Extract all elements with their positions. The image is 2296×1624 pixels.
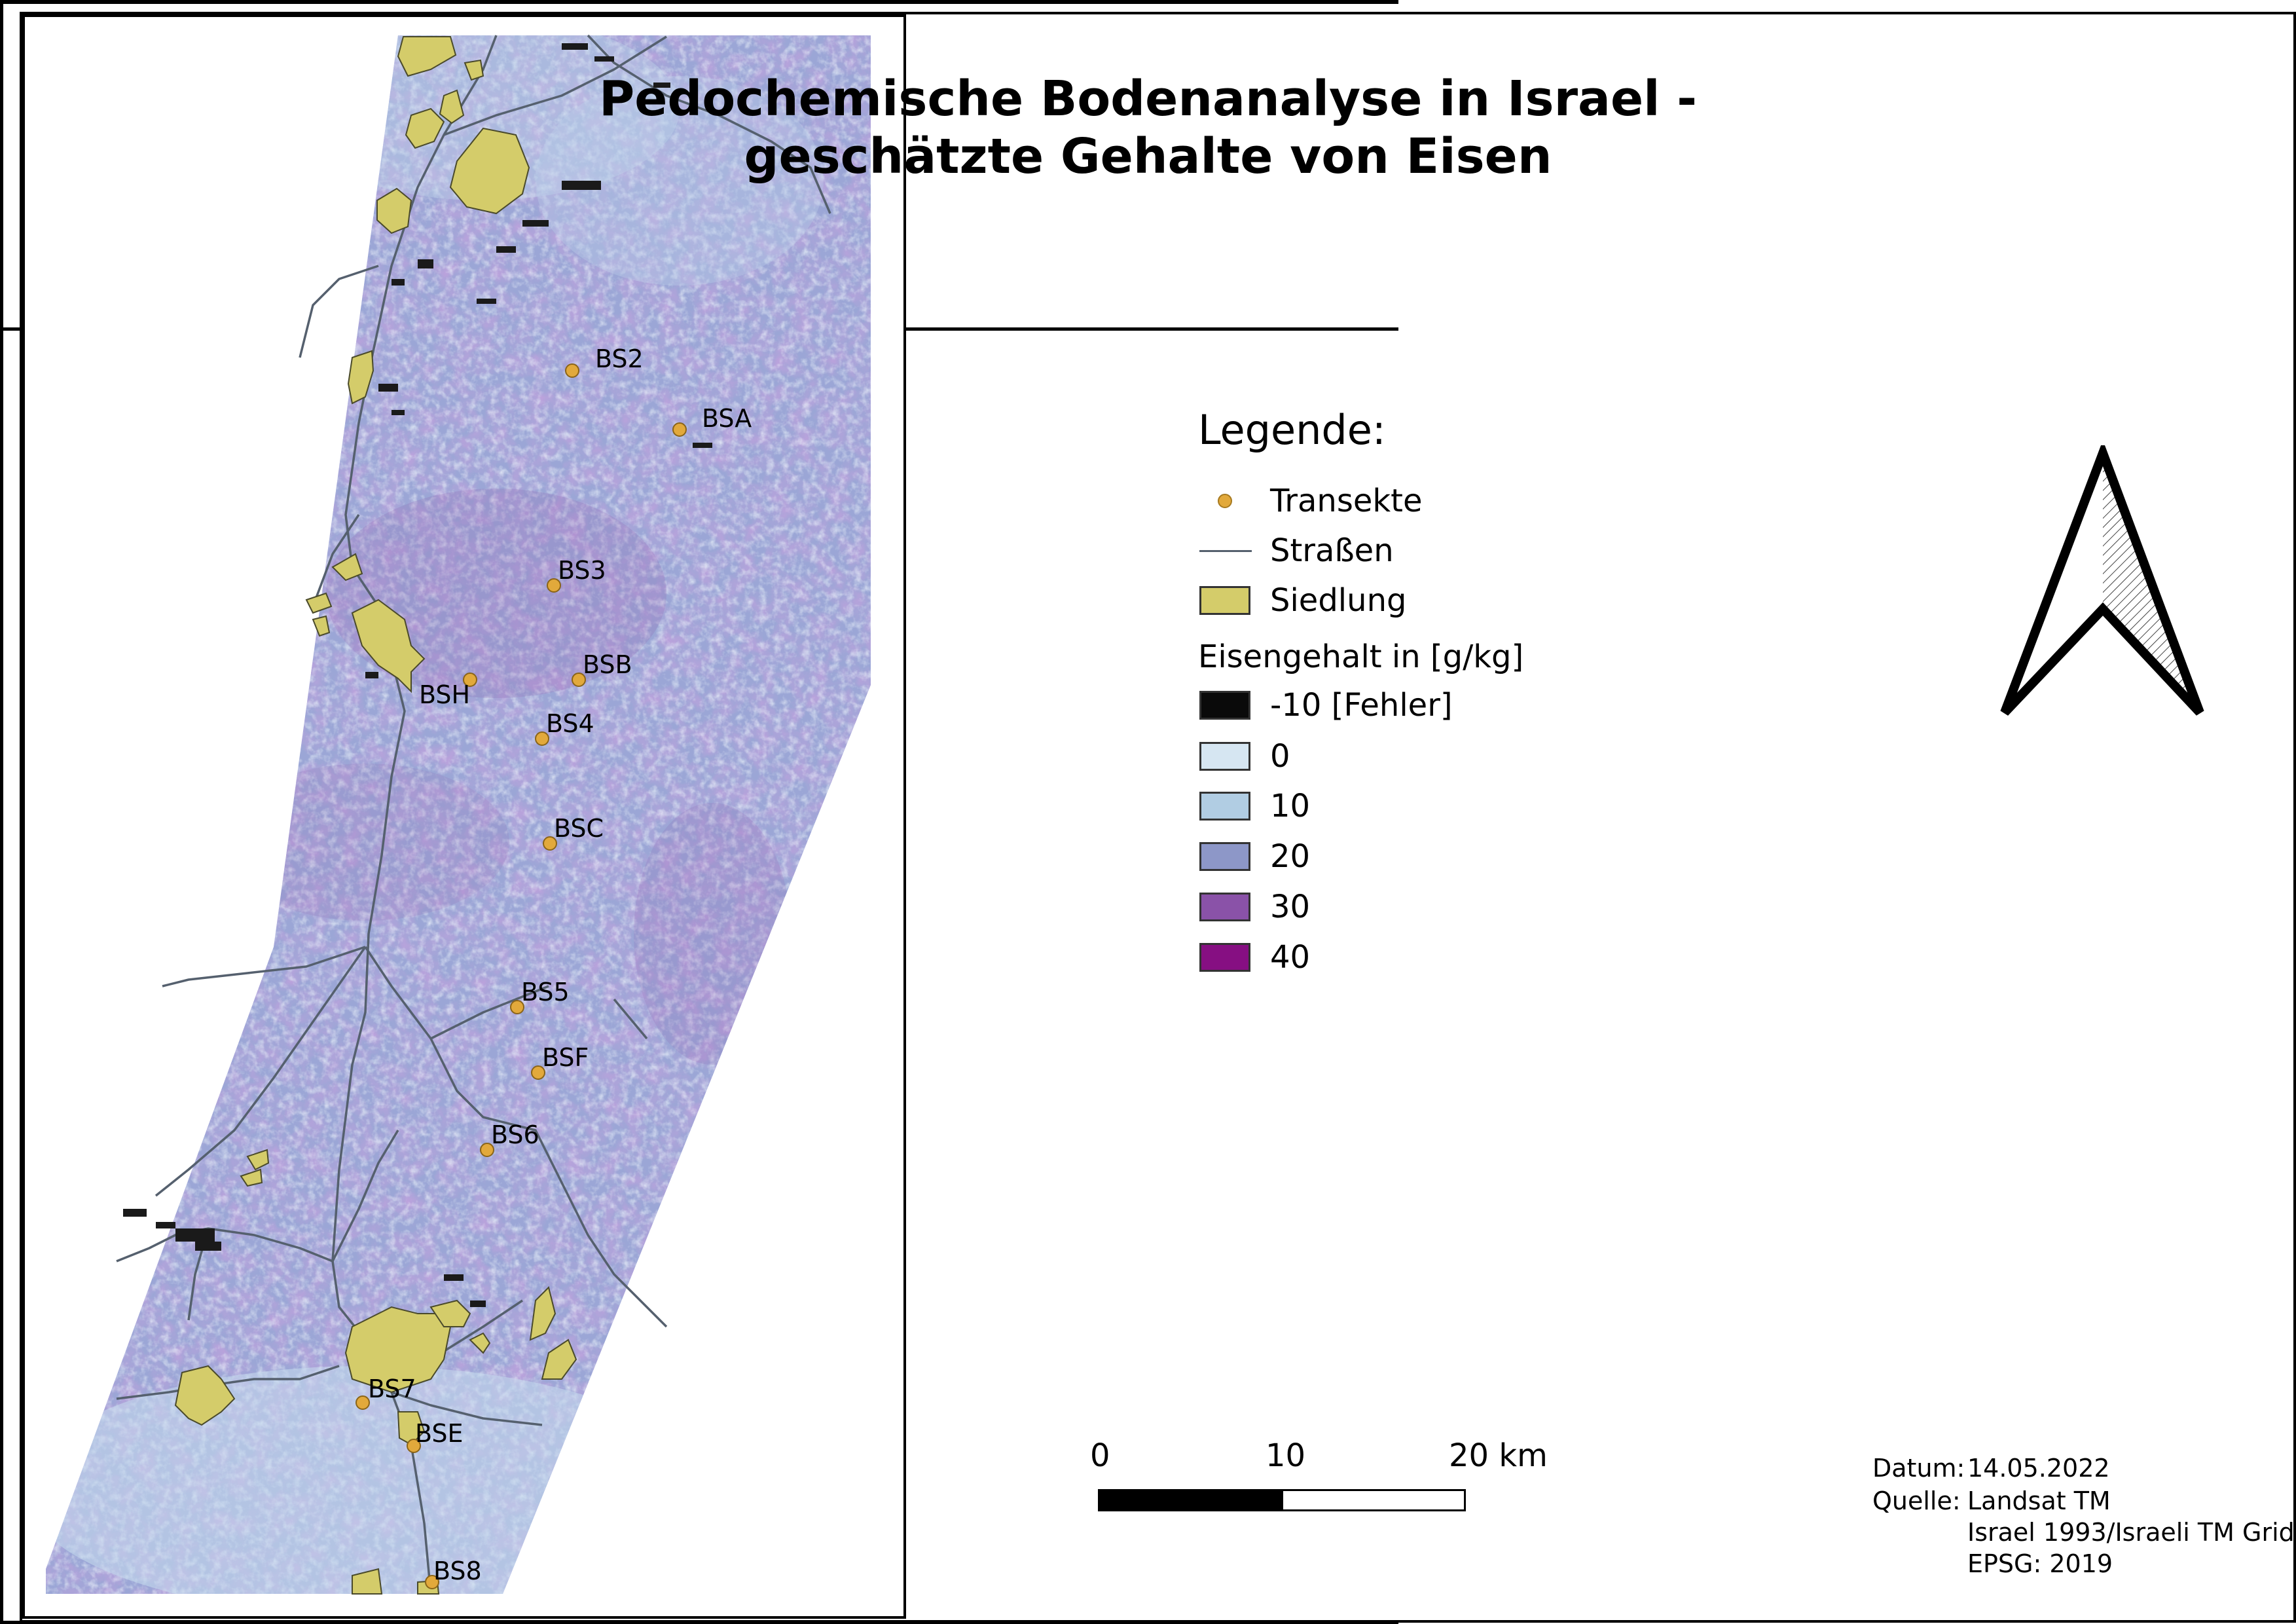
- scale-label-20: 20 km: [1449, 1437, 1548, 1474]
- transect-point[interactable]: [572, 673, 586, 687]
- settlement-polygon-icon: [1199, 586, 1250, 615]
- transect-point[interactable]: [355, 1395, 370, 1410]
- layout-frame: [20, 12, 2296, 1623]
- transect-point[interactable]: [407, 1439, 421, 1453]
- source-line-3: EPSG: 2019: [1967, 1549, 2113, 1578]
- legend-item-roads: Straßen: [1198, 532, 1394, 569]
- raster-class-label: 0: [1270, 738, 1290, 775]
- transect-label: BSF: [542, 1043, 589, 1072]
- legend-item-transects: Transekte: [1198, 483, 1423, 519]
- transect-label: BS4: [546, 709, 594, 738]
- transects-layer: BS2 BSA BS3 BSB BSH BS4 BSC BS5 BSF BS6 BS7 BSE BS8: [355, 344, 752, 1589]
- raster-class-swatch: [1199, 792, 1250, 821]
- raster-class-row: 20: [1198, 838, 1311, 875]
- transect-label: BSH: [419, 680, 470, 709]
- date-label: Datum:: [1872, 1454, 1965, 1483]
- raster-class-swatch: [1199, 943, 1250, 972]
- legend-label: Siedlung: [1270, 582, 1407, 619]
- raster-class-row: -10 [Fehler]: [1198, 687, 1453, 724]
- raster-class-label: -10 [Fehler]: [1270, 687, 1453, 724]
- map-view[interactable]: BS2 BSA BS3 BSB BSH BS4 BSC BS5 BSF BS6 BS7 BSE BS8: [25, 17, 902, 1602]
- raster-class-swatch: [1199, 691, 1250, 720]
- transect-point[interactable]: [547, 578, 561, 593]
- scale-bar-segment-black: [1100, 1491, 1283, 1509]
- raster-class-swatch: [1199, 742, 1250, 771]
- transect-point[interactable]: [531, 1065, 545, 1080]
- transect-label: BSA: [702, 404, 752, 433]
- scale-bar-segment-white: [1283, 1491, 1464, 1509]
- north-arrow-icon: [2000, 445, 2204, 716]
- transect-label: BS6: [491, 1120, 539, 1149]
- transect-point[interactable]: [463, 673, 477, 687]
- transect-label: BSB: [583, 650, 632, 679]
- transect-point[interactable]: [565, 363, 579, 378]
- raster-class-label: 10: [1270, 788, 1311, 824]
- transect-point[interactable]: [510, 1000, 524, 1014]
- raster-class-swatch: [1199, 842, 1250, 871]
- transect-point[interactable]: [535, 731, 549, 746]
- map-title-line-2: geschätzte Gehalte von Eisen: [744, 128, 1552, 185]
- raster-class-label: 40: [1270, 939, 1311, 976]
- raster-class-row: 10: [1198, 788, 1311, 824]
- scale-label-0: 0: [1090, 1437, 1110, 1474]
- scale-bar: [1098, 1489, 1466, 1511]
- title-box: Pedochemische Bodenanalyse in Israel - g…: [0, 0, 1697, 331]
- raster-legend-heading: Eisengehalt in [g/kg]: [1198, 638, 1524, 675]
- transect-label: BSE: [415, 1419, 464, 1448]
- raster-class-swatch: [1199, 893, 1250, 921]
- source-label: Quelle:: [1872, 1486, 1961, 1515]
- legend-label: Straßen: [1270, 532, 1394, 569]
- transect-point[interactable]: [672, 422, 687, 437]
- date-value: 14.05.2022: [1967, 1454, 2110, 1483]
- source-line-1: Landsat TM: [1967, 1486, 2111, 1515]
- transect-point[interactable]: [425, 1575, 439, 1589]
- raster-class-row: 40: [1198, 939, 1311, 976]
- iron-content-raster: [46, 35, 871, 1594]
- transect-point-icon: [1218, 494, 1232, 508]
- road-line-icon: [1199, 550, 1252, 552]
- transect-label: BS3: [558, 556, 606, 585]
- transect-label: BS5: [521, 978, 570, 1006]
- raster-class-row: 0: [1198, 738, 1290, 775]
- legend-label: Transekte: [1270, 483, 1423, 519]
- settlements-layer: [174, 36, 577, 1595]
- transect-point[interactable]: [480, 1143, 494, 1157]
- transect-label: BSC: [554, 814, 604, 843]
- legend-heading: Legende:: [1198, 406, 1386, 454]
- raster-class-label: 30: [1270, 889, 1311, 925]
- source-line-2: Israel 1993/Israeli TM Grid: [1967, 1518, 2295, 1547]
- map-title-line-1: Pedochemische Bodenanalyse in Israel -: [598, 71, 1698, 127]
- transect-label: BS7: [368, 1375, 416, 1403]
- legend-item-settlement: Siedlung: [1198, 582, 1407, 619]
- transect-point[interactable]: [543, 836, 557, 851]
- raster-class-label: 20: [1270, 838, 1311, 875]
- transect-label: BS8: [433, 1557, 482, 1585]
- building-clusters: [123, 43, 759, 1307]
- transect-label: BS2: [595, 344, 644, 373]
- raster-class-row: 30: [1198, 889, 1311, 925]
- scale-label-10: 10: [1266, 1437, 1306, 1474]
